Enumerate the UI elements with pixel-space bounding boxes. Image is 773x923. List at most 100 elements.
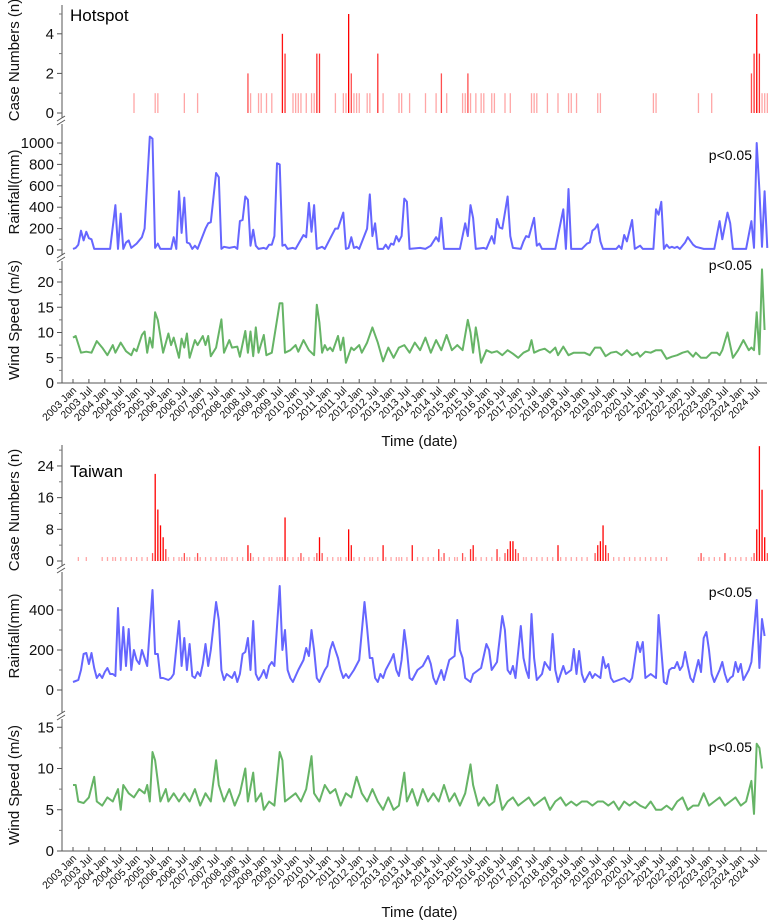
case-bar	[536, 557, 538, 561]
case-bar	[697, 557, 700, 561]
y-axis-title: Rainfall(mm)	[6, 593, 23, 678]
case-bar	[713, 557, 715, 561]
y-axis-title: Wind Speed (m/s)	[6, 725, 23, 845]
case-bar	[350, 73, 352, 113]
case-bar	[424, 93, 427, 113]
case-bar	[353, 557, 355, 561]
case-bar	[761, 489, 763, 561]
case-bar	[350, 545, 352, 561]
case-bar	[599, 93, 602, 113]
wind-line	[73, 742, 763, 815]
x-axis-title: Time (date)	[381, 904, 457, 921]
case-bar	[332, 557, 334, 561]
case-bar	[711, 93, 713, 113]
case-bar	[382, 93, 384, 113]
case-bar	[305, 93, 307, 113]
case-bar	[348, 529, 350, 561]
case-bar	[753, 53, 755, 113]
y-axis-title: Case Numbers (n)	[6, 449, 23, 572]
case-bar	[371, 557, 374, 561]
case-bar	[260, 93, 262, 113]
case-bar	[162, 537, 164, 561]
case-bar	[302, 557, 305, 561]
case-bar	[446, 93, 448, 113]
case-bar	[440, 73, 443, 113]
case-bar	[363, 557, 366, 561]
case-bar	[422, 557, 424, 561]
case-bar	[353, 93, 355, 113]
case-bar	[493, 93, 496, 113]
y-tick-label: 1000	[21, 135, 54, 152]
case-bar	[183, 553, 185, 561]
y-tick-label: 0	[46, 105, 54, 122]
case-bar	[334, 93, 337, 113]
case-bar	[435, 93, 437, 113]
case-bar	[178, 557, 180, 561]
case-bar	[284, 517, 286, 561]
y-axis-title: Wind Speed (m/s)	[6, 260, 23, 380]
case-bar	[560, 557, 562, 561]
y-tick-label: 0	[46, 682, 54, 699]
case-bar	[724, 553, 726, 561]
y-tick-label: 0	[46, 375, 54, 392]
chart-title: Hotspot	[70, 6, 129, 25]
y-tick-label: 200	[29, 221, 54, 238]
x-axis-title: Time (date)	[381, 433, 457, 450]
case-bar	[366, 93, 368, 113]
case-bar	[467, 73, 469, 113]
case-bar	[279, 557, 281, 561]
case-bar	[408, 93, 411, 113]
case-bar	[390, 557, 392, 561]
case-bar	[639, 557, 641, 561]
case-bar	[268, 557, 270, 561]
case-bar	[358, 93, 360, 113]
y-axis-title: Case Numbers (n)	[6, 0, 23, 121]
case-bar	[395, 557, 397, 561]
case-bar	[355, 93, 358, 113]
case-bar	[557, 545, 559, 561]
case-bar	[154, 93, 156, 113]
case-bar	[469, 549, 472, 561]
case-bar	[734, 557, 737, 561]
case-bar	[472, 545, 474, 561]
case-bar	[199, 557, 201, 561]
y-tick-label: 0	[46, 843, 54, 860]
case-bar	[157, 93, 159, 113]
case-bar	[756, 529, 758, 561]
case-bar	[507, 549, 509, 561]
case-bar	[504, 93, 506, 113]
case-bar	[655, 557, 657, 561]
significance-label: p<0.05	[709, 584, 752, 600]
case-bar	[697, 93, 700, 113]
case-bar	[313, 557, 315, 561]
case-bar	[252, 557, 254, 561]
case-bar	[660, 557, 662, 561]
case-bar	[345, 557, 347, 561]
case-bar	[321, 553, 323, 561]
significance-label: p<0.05	[709, 257, 752, 273]
case-bar	[541, 557, 543, 561]
axis-break-mark	[56, 115, 66, 122]
case-bar	[655, 93, 657, 113]
case-bar	[369, 93, 371, 113]
case-bar	[567, 93, 570, 113]
case-bar	[575, 557, 578, 561]
case-bar	[358, 557, 360, 561]
case-bar	[570, 557, 572, 561]
case-bar	[159, 525, 162, 561]
wind-panel: 0 5 10 15 Wind Speed (m/s) p<0.05	[6, 719, 763, 860]
y-tick-label: 10	[37, 761, 54, 778]
case-bar	[146, 557, 148, 561]
case-bar	[644, 557, 647, 561]
case-bar	[546, 93, 549, 113]
case-bar	[607, 553, 609, 561]
chart-title: Taiwan	[70, 462, 123, 481]
y-tick-label: 24	[37, 458, 54, 475]
case-bar	[613, 557, 615, 561]
case-bar	[85, 557, 87, 561]
case-bar	[196, 93, 199, 113]
case-bar	[753, 553, 755, 561]
case-bar	[398, 557, 400, 561]
case-bar	[340, 557, 342, 561]
case-bar	[300, 553, 302, 561]
